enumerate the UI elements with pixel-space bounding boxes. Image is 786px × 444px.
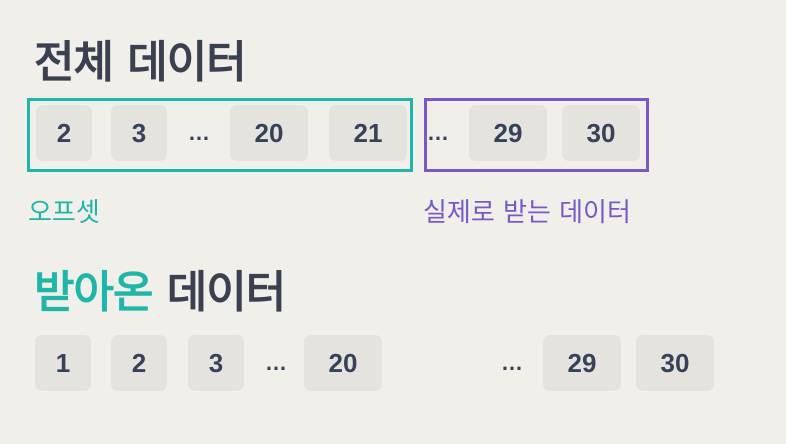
received-data-cell: 2 xyxy=(111,335,167,391)
full-data-title: 전체 데이터 xyxy=(34,26,247,90)
full-data-cell: 30 xyxy=(562,105,640,161)
received-data-title-highlight: 받아온 xyxy=(34,267,153,318)
ellipsis: … xyxy=(427,120,449,145)
full-data-cell: 3 xyxy=(111,105,167,161)
received-data-cell: 30 xyxy=(636,335,714,391)
received-data-cell: 20 xyxy=(304,335,382,391)
full-data-cell: 20 xyxy=(230,105,308,161)
offset-box xyxy=(27,98,413,172)
received-data-row: 1 2 3 … 20 … 29 30 xyxy=(0,335,786,391)
full-data-title-text: 전체 데이터 xyxy=(34,37,247,88)
received-data-cell: 1 xyxy=(35,335,91,391)
actual-data-label: 실제로 받는 데이터 xyxy=(423,198,631,228)
ellipsis: … xyxy=(501,350,523,375)
received-data-title-rest: 데이터 xyxy=(166,267,286,318)
ellipsis: … xyxy=(188,120,210,145)
ellipsis: … xyxy=(265,350,287,375)
received-data-cell: 3 xyxy=(188,335,244,391)
full-data-cell: 21 xyxy=(329,105,407,161)
full-data-cell: 2 xyxy=(36,105,92,161)
full-data-cell: 29 xyxy=(469,105,547,161)
received-data-title: 받아온 데이터 xyxy=(34,256,286,320)
full-data-row: 2 3 … 20 21 … 29 30 xyxy=(0,105,786,161)
actual-data-box xyxy=(424,98,649,172)
offset-label: 오프셋 xyxy=(28,198,100,228)
received-data-cell: 29 xyxy=(543,335,621,391)
